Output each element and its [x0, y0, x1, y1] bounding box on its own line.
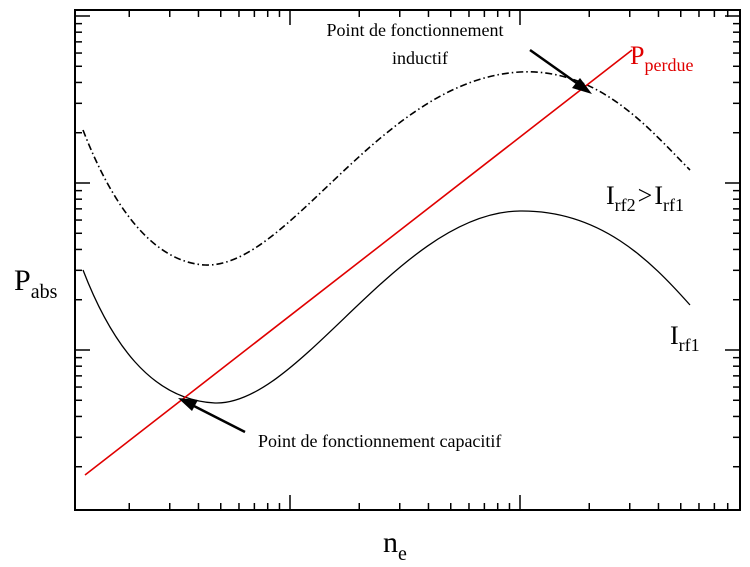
- label-sub: rf1: [679, 335, 700, 355]
- annotation: Point de fonctionnement: [327, 20, 504, 40]
- plot-border: [74, 9, 741, 511]
- ticks: [75, 10, 740, 510]
- curve-irf1: [82, 210, 691, 404]
- y-axis-label: Pabs: [14, 264, 58, 303]
- label-main: P: [14, 264, 31, 297]
- label-sub: e: [398, 543, 407, 565]
- loss-line: [84, 49, 633, 476]
- label-sub: perdue: [644, 55, 693, 75]
- label-sub: abs: [31, 281, 58, 303]
- label-sub: rf1: [663, 195, 684, 215]
- frame: [74, 9, 741, 511]
- label-main: I: [606, 181, 615, 210]
- loss-label: Pperdue: [630, 41, 693, 75]
- label-main: n: [383, 526, 398, 559]
- irf1-label: Irf1: [670, 321, 700, 355]
- curve-irf2: [82, 71, 691, 266]
- x-axis-label: ne: [383, 526, 407, 565]
- label-main: I: [654, 181, 663, 210]
- annotation: Point de fonctionnement capacitif: [258, 431, 501, 451]
- arrow-capacitive: [178, 398, 246, 434]
- relation: >: [638, 181, 653, 210]
- irf2-label: Irf2>Irf1: [606, 181, 684, 215]
- label-main: I: [670, 321, 679, 350]
- label-sub: rf2: [615, 195, 636, 215]
- annotation: inductif: [392, 48, 448, 68]
- label-main: P: [630, 41, 644, 70]
- arrow-inductive: [529, 48, 592, 94]
